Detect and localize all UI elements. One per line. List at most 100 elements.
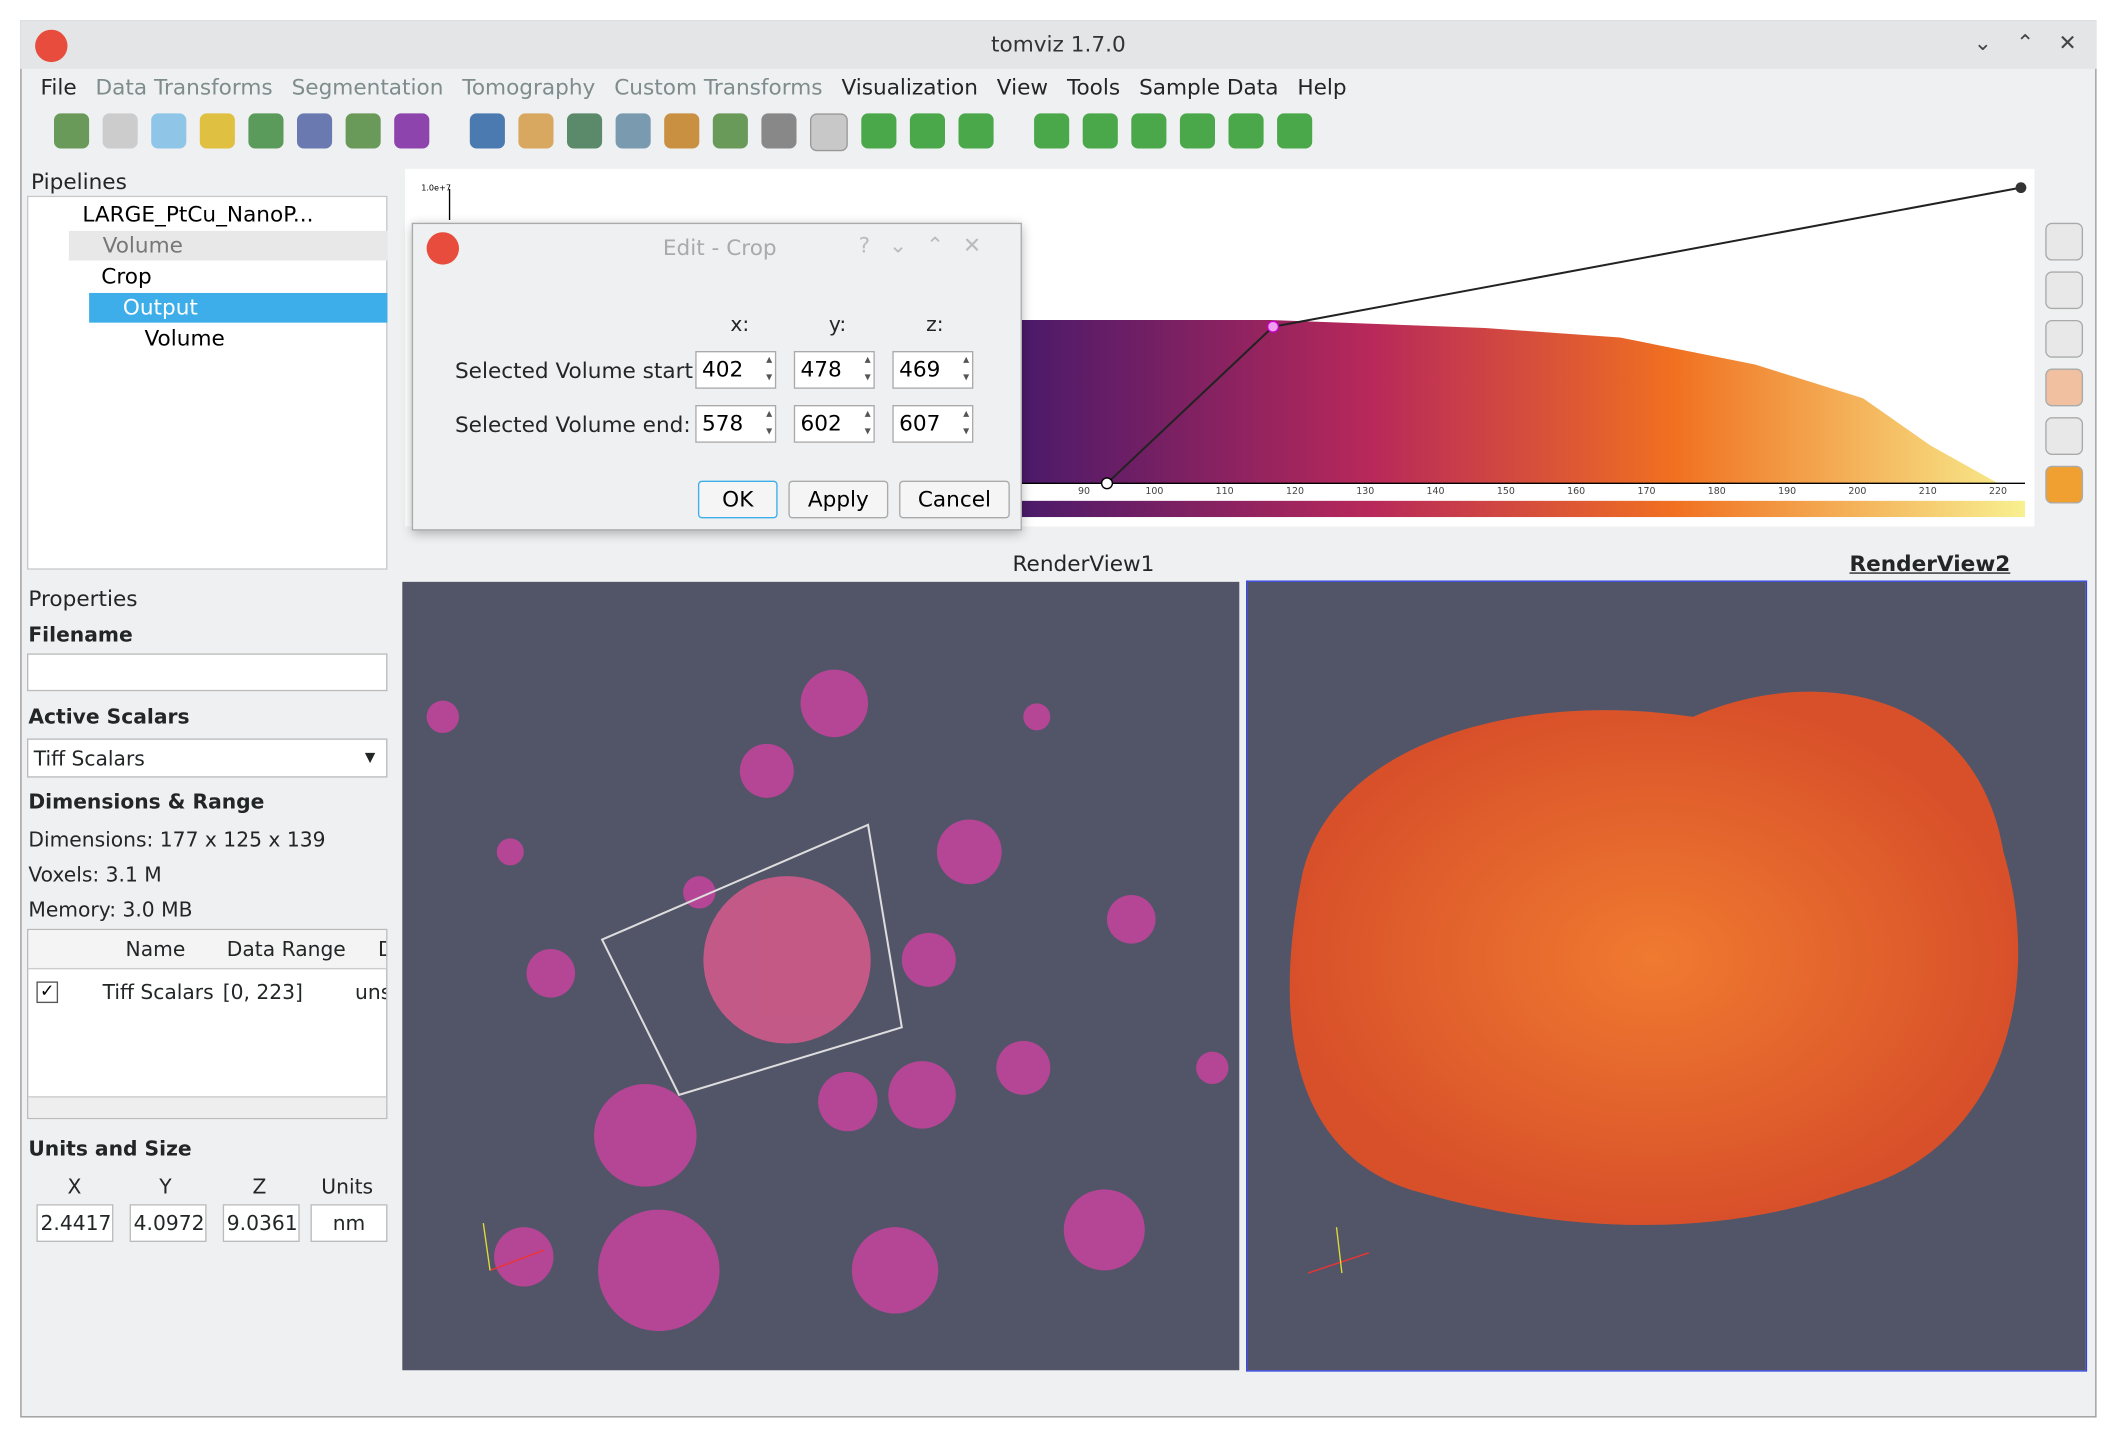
column-header: Units bbox=[321, 1174, 374, 1199]
x-tick-label: 190 bbox=[1778, 486, 1796, 497]
side-toolbar bbox=[2045, 222, 2084, 504]
menu-item[interactable]: Help bbox=[1297, 74, 1347, 100]
tool-button[interactable] bbox=[2045, 465, 2084, 504]
tool-button[interactable] bbox=[1179, 113, 1215, 149]
tool-button[interactable] bbox=[1082, 113, 1118, 149]
filename-field[interactable] bbox=[27, 653, 388, 692]
dialog-icon bbox=[426, 232, 459, 265]
size-input[interactable]: 9.0361 bbox=[222, 1204, 300, 1242]
tool-button[interactable] bbox=[297, 113, 333, 149]
column-header: Data Range bbox=[226, 936, 346, 962]
tool-button[interactable] bbox=[712, 113, 748, 149]
cancel-button[interactable]: Cancel bbox=[899, 480, 1010, 519]
tool-button[interactable] bbox=[2045, 417, 2084, 455]
tool-button[interactable] bbox=[1131, 113, 1167, 149]
tree-item[interactable]: Crop bbox=[101, 263, 152, 289]
tool-button[interactable] bbox=[958, 113, 994, 149]
tool-button[interactable] bbox=[2045, 368, 2084, 407]
dialog-controls[interactable]: ?⌄⌃✕ bbox=[858, 232, 1000, 258]
tool-button[interactable] bbox=[345, 113, 381, 149]
menu-item[interactable]: File bbox=[40, 74, 77, 100]
spinbox[interactable]: 469 bbox=[892, 351, 974, 389]
apply-button[interactable]: Apply bbox=[788, 480, 889, 519]
section-title: Active Scalars bbox=[28, 704, 190, 729]
tree-item[interactable]: Volume bbox=[68, 230, 388, 261]
tool-button[interactable] bbox=[54, 113, 90, 149]
menu-item[interactable]: Segmentation bbox=[291, 74, 444, 100]
menu-item[interactable]: View bbox=[996, 74, 1049, 100]
spinbox[interactable]: 607 bbox=[892, 405, 974, 443]
tool-button[interactable] bbox=[469, 113, 505, 149]
ok-button[interactable]: OK bbox=[697, 480, 778, 519]
spinbox[interactable]: 602 bbox=[793, 405, 875, 443]
tool-button[interactable] bbox=[1277, 113, 1313, 149]
column-header: x: bbox=[730, 311, 750, 337]
column-header: D bbox=[378, 937, 386, 961]
tool-button[interactable] bbox=[2045, 319, 2084, 358]
tool-button[interactable] bbox=[151, 113, 187, 149]
tool-button[interactable] bbox=[2045, 222, 2084, 261]
tool-button[interactable] bbox=[761, 113, 797, 149]
control-point[interactable] bbox=[1100, 477, 1114, 490]
section-title: Units and Size bbox=[28, 1136, 192, 1161]
row-label: Selected Volume end: bbox=[454, 411, 691, 438]
crop-dialog: Edit - Crop ?⌄⌃✕ x: y: z: Selected Volum… bbox=[411, 222, 1022, 531]
size-input[interactable]: 4.0972 bbox=[129, 1204, 207, 1242]
tool-button[interactable] bbox=[861, 113, 897, 149]
tool-button[interactable] bbox=[1034, 113, 1070, 149]
table-cell: [0, 223] bbox=[222, 980, 303, 1005]
render-view-1[interactable] bbox=[402, 581, 1240, 1371]
checkbox[interactable]: ✓ bbox=[36, 981, 59, 1004]
render-view-2[interactable] bbox=[1246, 580, 2088, 1372]
menu-item[interactable]: Tomography bbox=[462, 74, 596, 100]
tree-item[interactable]: LARGE_PtCu_NanoP... bbox=[82, 201, 314, 227]
spinbox[interactable]: 578 bbox=[695, 405, 777, 443]
column-header: Name bbox=[125, 936, 186, 962]
units-input[interactable]: nm bbox=[310, 1204, 388, 1242]
tool-button[interactable] bbox=[664, 113, 700, 149]
tool-button[interactable] bbox=[810, 113, 848, 152]
colormap-bar bbox=[1019, 500, 2025, 518]
column-header: X bbox=[67, 1174, 82, 1199]
scrollbar[interactable] bbox=[28, 1096, 387, 1118]
crop-box[interactable] bbox=[600, 823, 903, 1097]
spinbox[interactable]: 402 bbox=[695, 351, 777, 389]
tool-button[interactable] bbox=[248, 113, 284, 149]
control-point[interactable] bbox=[1266, 320, 1280, 333]
tool-button[interactable] bbox=[1228, 113, 1264, 149]
scalars-dropdown[interactable]: Tiff Scalars ▼ bbox=[27, 738, 388, 778]
x-tick-label: 120 bbox=[1286, 486, 1304, 497]
menu-item[interactable]: Sample Data bbox=[1139, 74, 1279, 100]
tool-button[interactable] bbox=[909, 113, 945, 149]
section-title: Filename bbox=[28, 622, 133, 647]
x-tick-label: 220 bbox=[1989, 486, 2007, 497]
view-title: RenderView2 bbox=[1849, 550, 2011, 577]
app-icon bbox=[35, 29, 68, 63]
spinbox[interactable]: 478 bbox=[793, 351, 875, 389]
tool-button[interactable] bbox=[394, 113, 430, 149]
tree-item[interactable]: Output bbox=[89, 292, 388, 323]
tool-button[interactable] bbox=[102, 113, 138, 149]
tree-item[interactable]: Volume bbox=[144, 325, 225, 351]
menu-item[interactable]: Custom Transforms bbox=[614, 74, 823, 100]
menu-item[interactable]: Visualization bbox=[841, 74, 978, 100]
volume-render bbox=[1289, 691, 2019, 1225]
tool-button[interactable] bbox=[199, 113, 235, 149]
menu-item[interactable]: Tools bbox=[1066, 74, 1121, 100]
tool-button[interactable] bbox=[615, 113, 651, 149]
x-tick-label: 90 bbox=[1078, 486, 1090, 497]
table-header bbox=[28, 930, 387, 970]
control-point[interactable] bbox=[2015, 182, 2027, 194]
tool-button[interactable] bbox=[2045, 271, 2084, 310]
tool-button[interactable] bbox=[567, 113, 603, 149]
axis-x bbox=[1307, 1252, 1370, 1274]
size-input[interactable]: 2.4417 bbox=[36, 1204, 114, 1242]
column-header: Z bbox=[252, 1174, 267, 1199]
info-text: Voxels: 3.1 M bbox=[28, 862, 162, 887]
menu-item[interactable]: Data Transforms bbox=[95, 74, 273, 100]
window-controls[interactable]: ⌄⌃✕ bbox=[1973, 29, 2101, 56]
x-tick-label: 200 bbox=[1848, 486, 1866, 497]
scalars-table: Name Data Range D ✓ Tiff Scalars [0, 223… bbox=[27, 928, 388, 1120]
tool-button[interactable] bbox=[518, 113, 554, 149]
x-tick-label: 100 bbox=[1145, 486, 1163, 497]
